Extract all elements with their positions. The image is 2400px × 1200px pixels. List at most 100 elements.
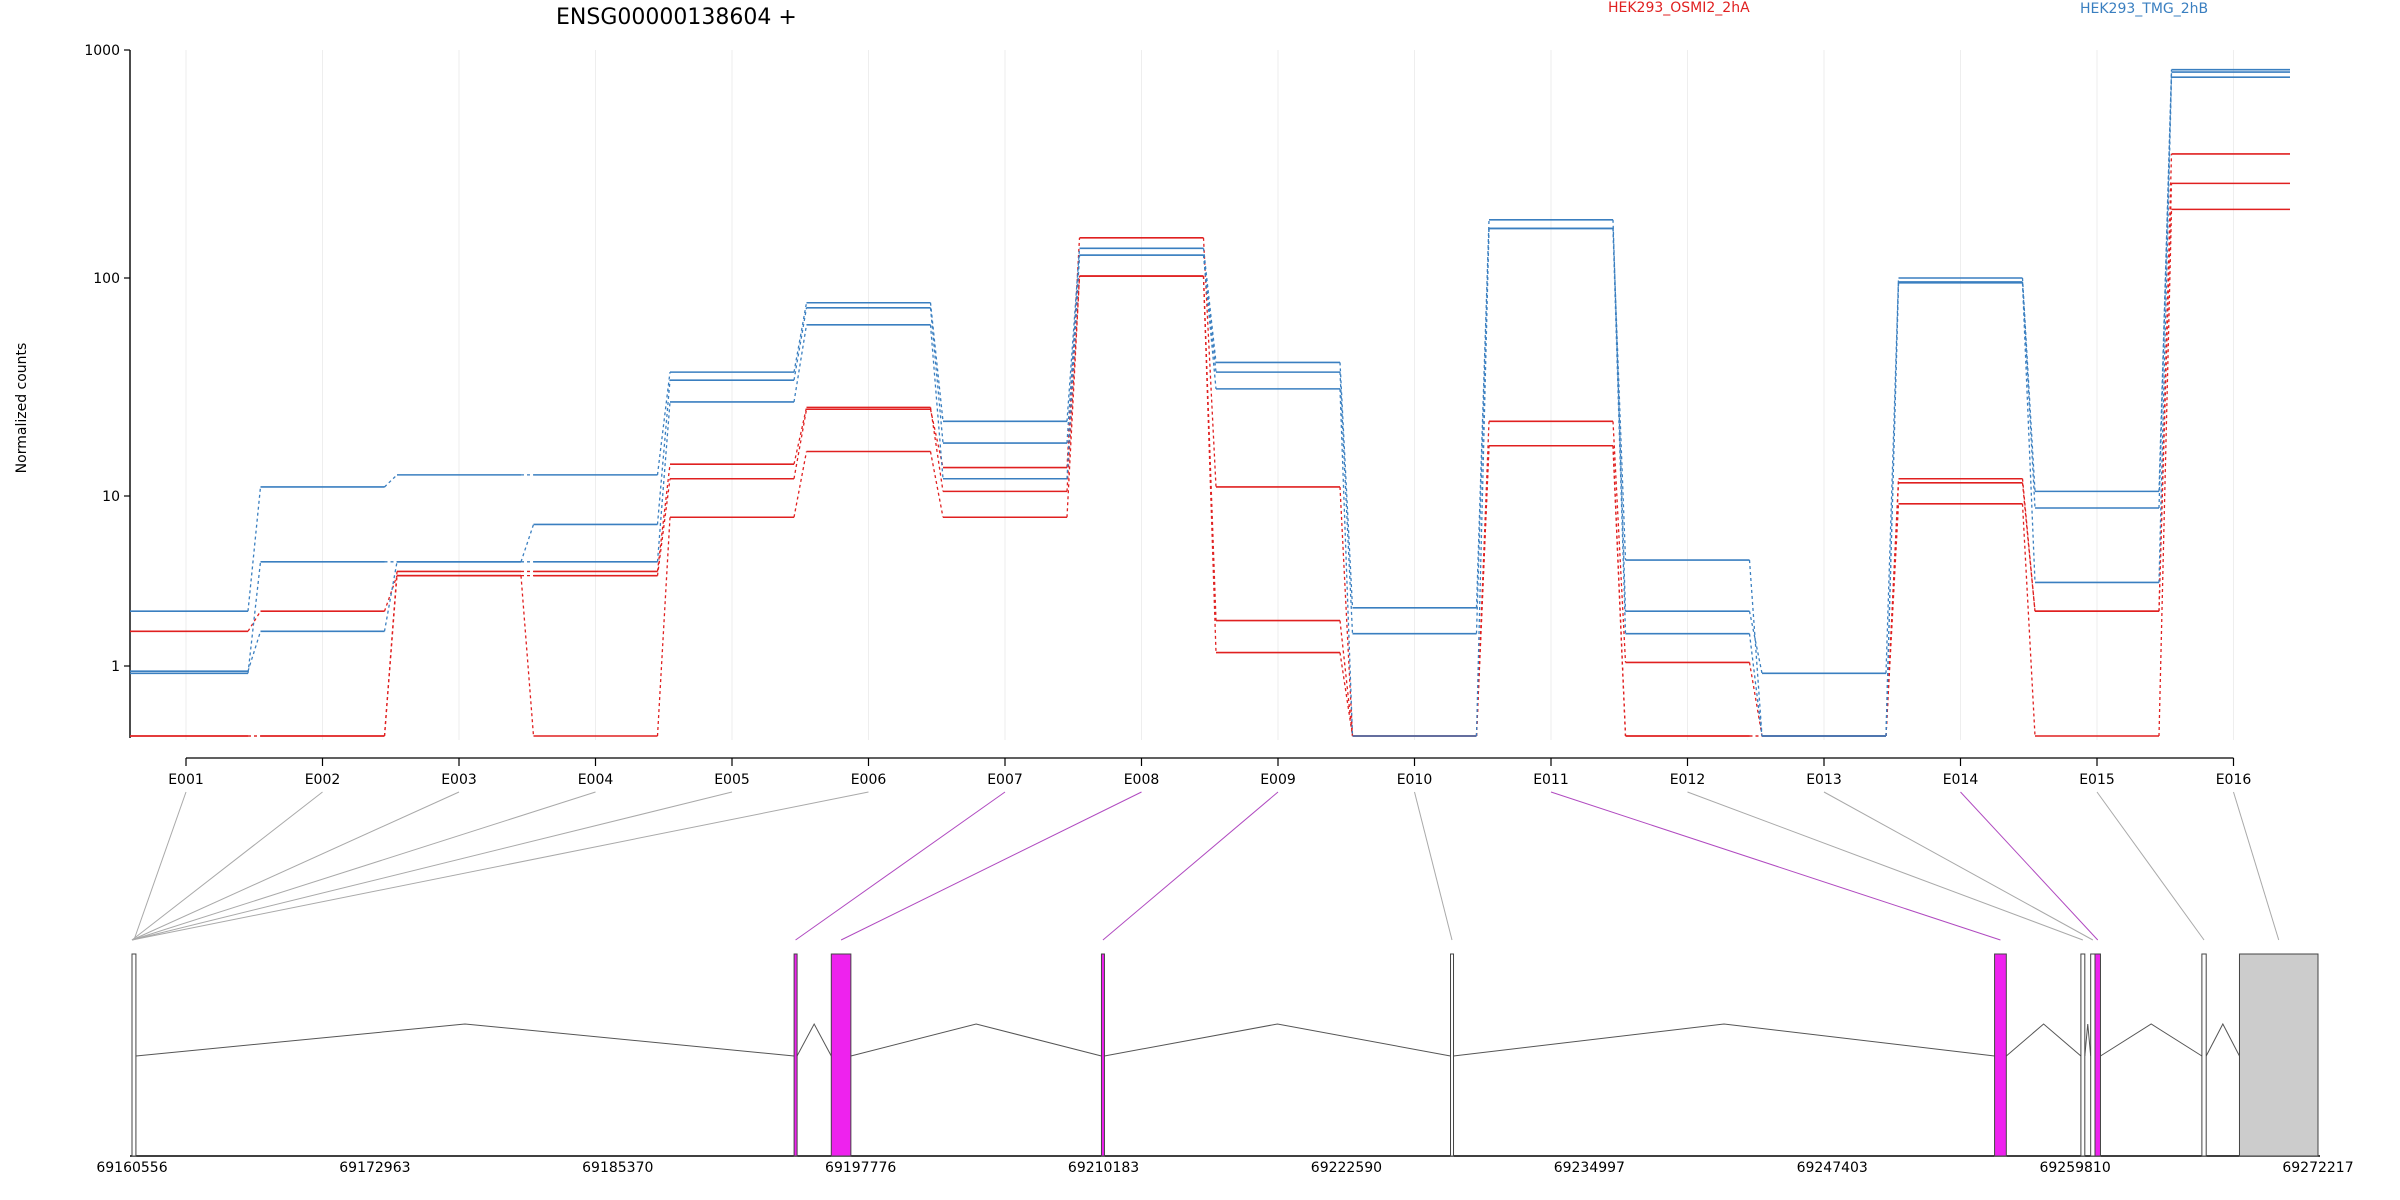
coordinate-label: 69210183: [1068, 1160, 1139, 1176]
series-connector: [929, 407, 944, 492]
exon-connectors: [131, 791, 2280, 941]
exon-connector: [131, 791, 596, 941]
exon-connector: [131, 791, 460, 941]
y-tick-label: 10: [102, 489, 120, 505]
series-connector: [1748, 560, 1763, 737]
series-connector: [1748, 633, 1763, 737]
coordinate-label: 69234997: [1554, 1160, 1625, 1176]
series-connector: [520, 524, 535, 563]
series-connector: [656, 401, 671, 562]
x-tick-label: E006: [851, 772, 887, 788]
series-group: [130, 76, 2290, 737]
series-connector: [929, 302, 944, 422]
series-connector: [929, 307, 944, 444]
series-connector: [1475, 445, 1490, 737]
intron-line: [850, 1023, 1102, 1057]
coordinate-label: 69185370: [582, 1160, 653, 1176]
exon-connector: [1823, 791, 2094, 941]
exon-connector: [795, 791, 1006, 941]
series-connector: [1612, 228, 1627, 634]
x-tick-label: E014: [1943, 772, 1979, 788]
series-connector: [1066, 255, 1081, 479]
x-tick-label: E011: [1533, 772, 1569, 788]
series-connector: [1066, 248, 1081, 422]
series-group: [130, 71, 2290, 737]
series-connector: [1339, 362, 1354, 608]
series-connector: [384, 474, 398, 488]
series-connector: [1475, 228, 1490, 737]
y-axis: 1 10 100 1000: [84, 43, 131, 738]
series-connector: [929, 324, 944, 479]
series-connector: [247, 486, 262, 612]
intron-line: [2100, 1023, 2203, 1057]
exon-connector: [1102, 791, 1279, 941]
exon-block: [131, 953, 137, 1157]
exon-block: [1450, 953, 1455, 1157]
series-connector: [2158, 72, 2173, 509]
x-tick-label: E012: [1670, 772, 1706, 788]
exon-connector: [131, 791, 869, 941]
exon-block: [793, 953, 798, 1157]
series-group: [130, 182, 2290, 737]
gene-model: 69160556 69172963 69185370 69197776 69210183…: [96, 953, 2354, 1176]
y-tick-label: 1: [111, 659, 120, 675]
series-lines: [130, 68, 2290, 737]
series-connector: [247, 561, 262, 674]
series-connector: [247, 610, 262, 632]
series-connector: [1885, 282, 1900, 737]
exon-block: [1994, 953, 2007, 1157]
exon-connector: [133, 791, 187, 941]
x-tick-label: E016: [2216, 772, 2252, 788]
series-connector: [2021, 282, 2036, 583]
series-connector: [1612, 421, 1627, 663]
x-tick-label: E008: [1124, 772, 1160, 788]
coordinate-label: 69272217: [2282, 1160, 2353, 1176]
exon-block: [2201, 953, 2207, 1157]
x-tick-label: E007: [987, 772, 1023, 788]
series-connector: [520, 575, 535, 737]
exon-connector: [1687, 791, 2084, 941]
series-connector: [1885, 503, 1900, 737]
series-connector: [656, 372, 671, 475]
exon-connector: [1414, 791, 1453, 941]
intron-line: [2084, 1023, 2092, 1057]
series-connector: [1066, 276, 1081, 518]
exon-block: [2238, 953, 2319, 1157]
coordinate-label: 69259810: [2039, 1160, 2110, 1176]
series-connector: [1066, 255, 1081, 444]
series-connector: [656, 464, 671, 572]
series-connector: [1339, 620, 1354, 737]
series-connector: [1202, 248, 1217, 363]
series-connector: [2158, 183, 2173, 612]
series-group: [130, 68, 2290, 675]
exon-connector: [840, 791, 1142, 941]
series-connector: [793, 302, 808, 373]
intron-line: [796, 1022, 832, 1057]
intron-line: [1104, 1023, 1451, 1057]
series-connector: [1339, 372, 1354, 634]
x-tick-label: E015: [2079, 772, 2115, 788]
series-connector: [793, 324, 808, 403]
series-connector: [2158, 77, 2173, 583]
series-connector: [383, 575, 398, 737]
x-tick-label: E013: [1806, 772, 1842, 788]
coordinate-label: 69222590: [1311, 1160, 1382, 1176]
series-connector: [793, 307, 808, 381]
exon-connector: [131, 791, 733, 941]
series-connector: [793, 407, 808, 465]
x-tick-label: E003: [441, 772, 477, 788]
exon-connector: [131, 791, 323, 941]
series-connector: [1612, 445, 1627, 737]
series-connector: [1612, 219, 1627, 612]
x-tick-label: E004: [578, 772, 614, 788]
exon-block: [2090, 953, 2096, 1157]
x-tick-label: E001: [168, 772, 204, 788]
series-connector: [1475, 219, 1490, 608]
exon-connector: [2096, 791, 2205, 941]
y-tick-label: 1000: [84, 43, 120, 59]
series-connector: [2021, 478, 2036, 612]
coordinate-label: 69197776: [825, 1160, 896, 1176]
intron-line: [2205, 1022, 2240, 1057]
exon-block: [1100, 953, 1105, 1157]
coordinate-label: 69172963: [339, 1160, 410, 1176]
